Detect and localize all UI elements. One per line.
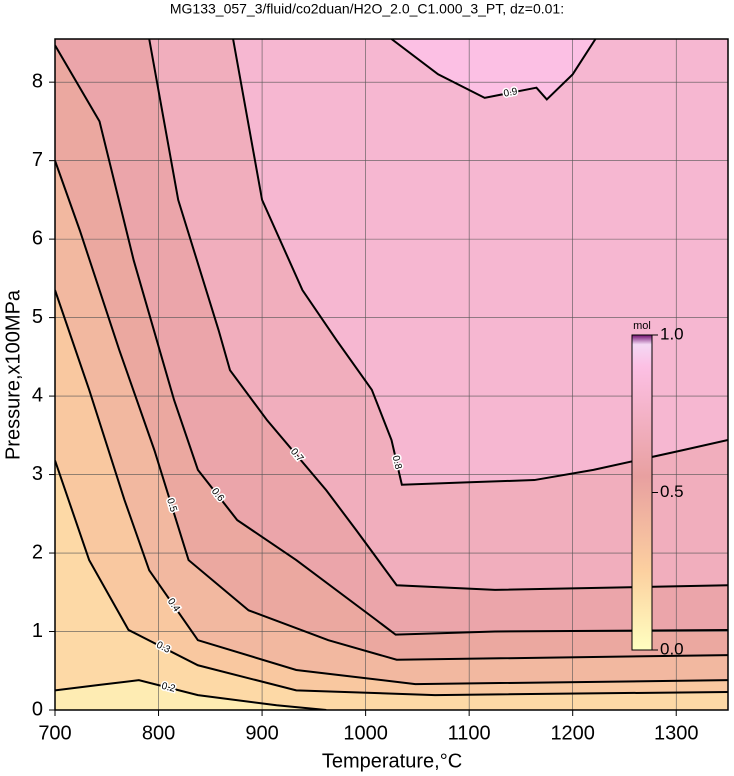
level-region — [233, 39, 728, 485]
contour-line — [55, 460, 728, 697]
y-tick-label: 0 — [32, 698, 43, 720]
y-tick-label: 7 — [32, 149, 43, 171]
colorbar: mol 0.0 0.5 1.0 — [631, 320, 684, 658]
y-tick-label: 1 — [32, 620, 43, 642]
level-region — [391, 39, 596, 100]
colorbar-label: mol — [633, 320, 651, 332]
axes: 700 800 900 1000 1100 1200 1300 0 1 2 3 4 5 6 7 8 — [32, 38, 729, 744]
colorbar-tick-label: 0.5 — [660, 482, 684, 501]
x-tick-label: 1000 — [343, 722, 388, 744]
y-tick-label: 8 — [32, 70, 43, 92]
x-tick-label: 800 — [142, 722, 175, 744]
contour-line — [55, 160, 728, 661]
y-tick-label: 2 — [32, 541, 43, 563]
contour-label: 0.8 — [390, 454, 404, 470]
x-tick-label: 900 — [245, 722, 278, 744]
y-tick-label: 3 — [32, 463, 43, 485]
x-tick-label: 1100 — [448, 722, 491, 744]
x-tick-label: 1300 — [654, 722, 699, 744]
chart-title: MG133_057_3/fluid/co2duan/H2O_2.0_C1.000… — [170, 1, 564, 17]
contour-line — [390, 39, 597, 101]
contour-label: 0.9 — [503, 86, 519, 100]
y-tick-label: 5 — [32, 306, 43, 328]
contour-line — [55, 44, 728, 636]
y-axis-label: Pressure,x100MPa — [2, 289, 24, 460]
y-tick-label: 4 — [32, 384, 43, 406]
contour-label: 0.2 — [160, 681, 177, 695]
contour-line — [55, 679, 327, 710]
plot-area — [55, 39, 728, 710]
x-axis-label: Temperature,°C — [322, 750, 462, 772]
contour-line — [148, 39, 728, 591]
y-tick-label: 6 — [32, 227, 43, 249]
colorbar-tick-label: 1.0 — [660, 324, 684, 343]
colorbar-tick-label: 0.0 — [660, 639, 684, 658]
colorbar-scale — [631, 334, 653, 651]
x-tick-label: 700 — [38, 722, 71, 744]
x-tick-label: 1200 — [550, 722, 595, 744]
plot-frame — [54, 38, 729, 711]
contour-line — [55, 289, 728, 686]
contour-line — [232, 39, 728, 486]
